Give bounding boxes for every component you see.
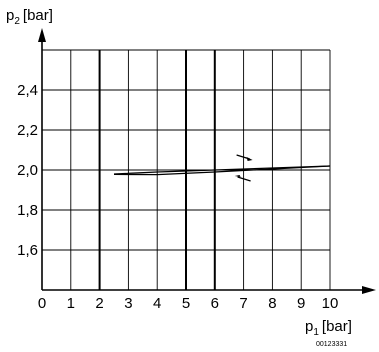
y-tick-label: 2,4	[17, 82, 38, 99]
curve-increasing	[113, 165, 331, 175]
arrow-head	[246, 157, 253, 161]
y-tick-label: 2,2	[17, 122, 38, 139]
y-axis-subscript: 2	[14, 16, 20, 27]
reference-code: 00123331	[316, 341, 347, 348]
x-tick-label: 3	[124, 295, 132, 312]
hysteresis-curves	[113, 165, 331, 176]
y-axis-unit: [bar]	[23, 7, 53, 24]
x-tick-label: 0	[38, 295, 46, 312]
x-axis-unit: [bar]	[322, 318, 352, 335]
curve-decreasing	[113, 165, 331, 176]
x-tick-label: 9	[297, 295, 305, 312]
x-tick-label: 1	[67, 295, 75, 312]
x-tick-label: 5	[182, 295, 190, 312]
y-tick-label: 2,0	[17, 162, 38, 179]
y-axis-symbol: p	[6, 7, 14, 24]
y-tick-label: 1,8	[17, 202, 38, 219]
x-axis-title: p1 [bar]	[305, 318, 352, 338]
y-axis-arrowhead	[38, 28, 46, 42]
tick-labels: 0 1 2 3 4 5 6 7 8 9 10 1,6 1,8 2,0 2,2 2,4	[17, 82, 338, 312]
x-tick-label: 7	[239, 295, 247, 312]
y-tick-label: 1,6	[17, 242, 38, 259]
x-tick-label: 6	[211, 295, 219, 312]
arrow-head	[234, 175, 241, 177]
arrow-shaft	[237, 176, 251, 182]
x-axis-arrowhead	[362, 286, 376, 294]
direction-arrows	[234, 154, 253, 182]
x-tick-label: 4	[153, 295, 161, 312]
x-tick-label: 10	[322, 295, 339, 312]
arrow-right-0	[236, 154, 253, 161]
x-axis-subscript: 1	[313, 327, 319, 338]
arrow-left-1	[234, 175, 251, 182]
x-tick-label: 8	[268, 295, 276, 312]
x-axis-symbol: p	[305, 318, 313, 335]
x-tick-label: 2	[95, 295, 103, 312]
grid	[42, 49, 331, 290]
y-axis-title: p2 [bar]	[6, 7, 53, 27]
axes	[38, 28, 376, 294]
